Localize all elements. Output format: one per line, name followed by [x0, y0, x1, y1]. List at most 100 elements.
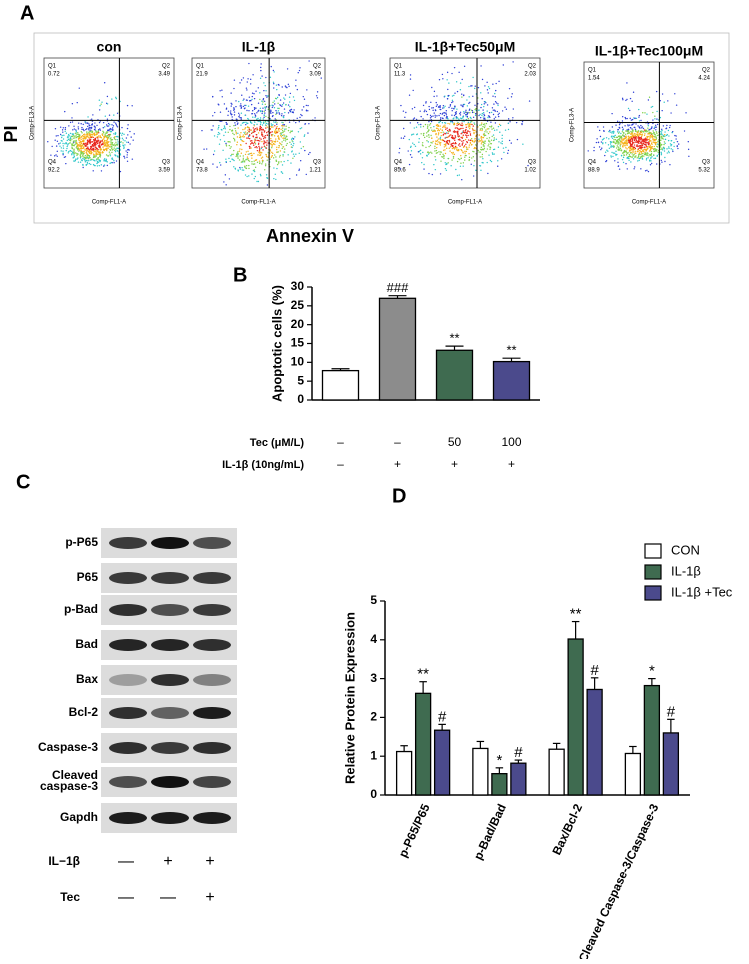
flow-dot	[500, 142, 502, 144]
flow-dot	[463, 112, 465, 114]
flow-dot	[210, 129, 212, 131]
blot-row-label: Bcl-2	[69, 705, 99, 719]
flow-dot	[515, 121, 518, 124]
flow-dot	[670, 112, 672, 114]
flow-dot	[110, 137, 112, 139]
flow-dot	[258, 142, 260, 145]
quadrant-value: 3.09	[309, 72, 321, 78]
flow-dot	[469, 101, 471, 104]
flow-dot	[486, 131, 488, 133]
flow-dot	[424, 123, 427, 126]
flow-dot	[76, 145, 79, 147]
flow-dot	[221, 89, 223, 91]
flow-dot	[639, 133, 642, 136]
flow-dot	[488, 111, 491, 114]
flow-dot	[466, 141, 469, 144]
flow-dot	[473, 141, 475, 143]
flow-dot	[269, 158, 271, 160]
flow-dot	[306, 89, 308, 91]
flow-dot	[510, 142, 512, 144]
flow-dot	[427, 141, 429, 143]
flow-dot	[410, 145, 412, 148]
flow-dot	[437, 132, 440, 134]
flow-dot	[78, 87, 80, 89]
flow-dot	[398, 147, 401, 150]
flow-dot	[263, 143, 265, 145]
flow-dot	[478, 138, 480, 140]
flow-dot	[437, 134, 440, 136]
flow-dot	[610, 156, 613, 158]
flow-dot	[116, 149, 119, 152]
flow-dot	[453, 94, 455, 97]
flow-dot	[604, 154, 606, 157]
flow-dot	[240, 117, 242, 119]
flow-dot	[232, 137, 235, 140]
flow-dot	[243, 161, 246, 163]
flow-dot	[251, 113, 253, 115]
flow-dot	[632, 155, 634, 157]
flow-dot	[109, 138, 111, 140]
flow-dot	[248, 137, 251, 140]
flow-dot	[444, 133, 447, 135]
flow-dot	[91, 136, 93, 138]
flow-dot	[217, 126, 220, 129]
flow-dot	[429, 117, 432, 119]
flow-dot	[428, 134, 430, 136]
flow-dot	[264, 124, 267, 126]
flow-dot	[457, 144, 460, 146]
flow-dot	[233, 108, 236, 110]
flow-dot	[431, 142, 433, 144]
flow-dot	[409, 154, 412, 156]
flow-dot	[487, 132, 490, 135]
flow-dot	[115, 143, 118, 146]
flow-dot	[255, 107, 257, 109]
flow-dot	[441, 117, 444, 119]
flow-dot	[649, 137, 651, 139]
flow-dot	[111, 124, 113, 126]
flow-dot	[502, 147, 505, 149]
flow-dot	[521, 120, 524, 123]
flow-dot	[253, 129, 255, 131]
flow-dot	[93, 128, 96, 131]
flow-dot	[480, 146, 483, 149]
flow-dot	[404, 135, 406, 138]
flow-dot	[654, 143, 657, 146]
flow-dot	[483, 105, 485, 108]
flow-dot	[460, 104, 462, 106]
flow-dot	[465, 115, 467, 117]
flow-dot	[273, 121, 275, 123]
flow-dot	[460, 154, 462, 157]
flow-dot	[641, 152, 643, 154]
flow-dot	[647, 127, 649, 129]
flow-dot	[245, 123, 247, 126]
flow-dot	[479, 156, 481, 158]
flow-dot	[464, 129, 467, 132]
flow-dot	[465, 126, 467, 129]
flow-dot	[629, 144, 632, 146]
flow-dot	[672, 130, 674, 133]
flow-dot	[479, 124, 481, 127]
flow-dot	[456, 108, 458, 110]
flow-dot	[631, 118, 634, 121]
flow-dot	[113, 147, 115, 149]
flow-dot	[233, 109, 235, 111]
flow-dot	[84, 148, 86, 150]
flow-dot	[256, 147, 258, 149]
flow-dot	[64, 156, 67, 158]
bar	[510, 762, 527, 796]
bar	[643, 684, 661, 796]
flow-dot	[499, 131, 501, 133]
flow-dot	[448, 128, 451, 131]
flow-dot	[427, 126, 429, 128]
flow-dot	[442, 149, 445, 152]
quadrant-value: 2.03	[524, 72, 536, 78]
flow-dot	[82, 152, 84, 154]
flow-dot	[275, 178, 277, 181]
flow-dot	[452, 101, 454, 103]
flow-dot	[293, 142, 295, 145]
flow-dot	[500, 158, 503, 160]
flow-dot	[448, 94, 450, 97]
flow-dot	[654, 118, 656, 120]
flow-dot	[88, 139, 91, 142]
flow-dot	[57, 134, 59, 137]
